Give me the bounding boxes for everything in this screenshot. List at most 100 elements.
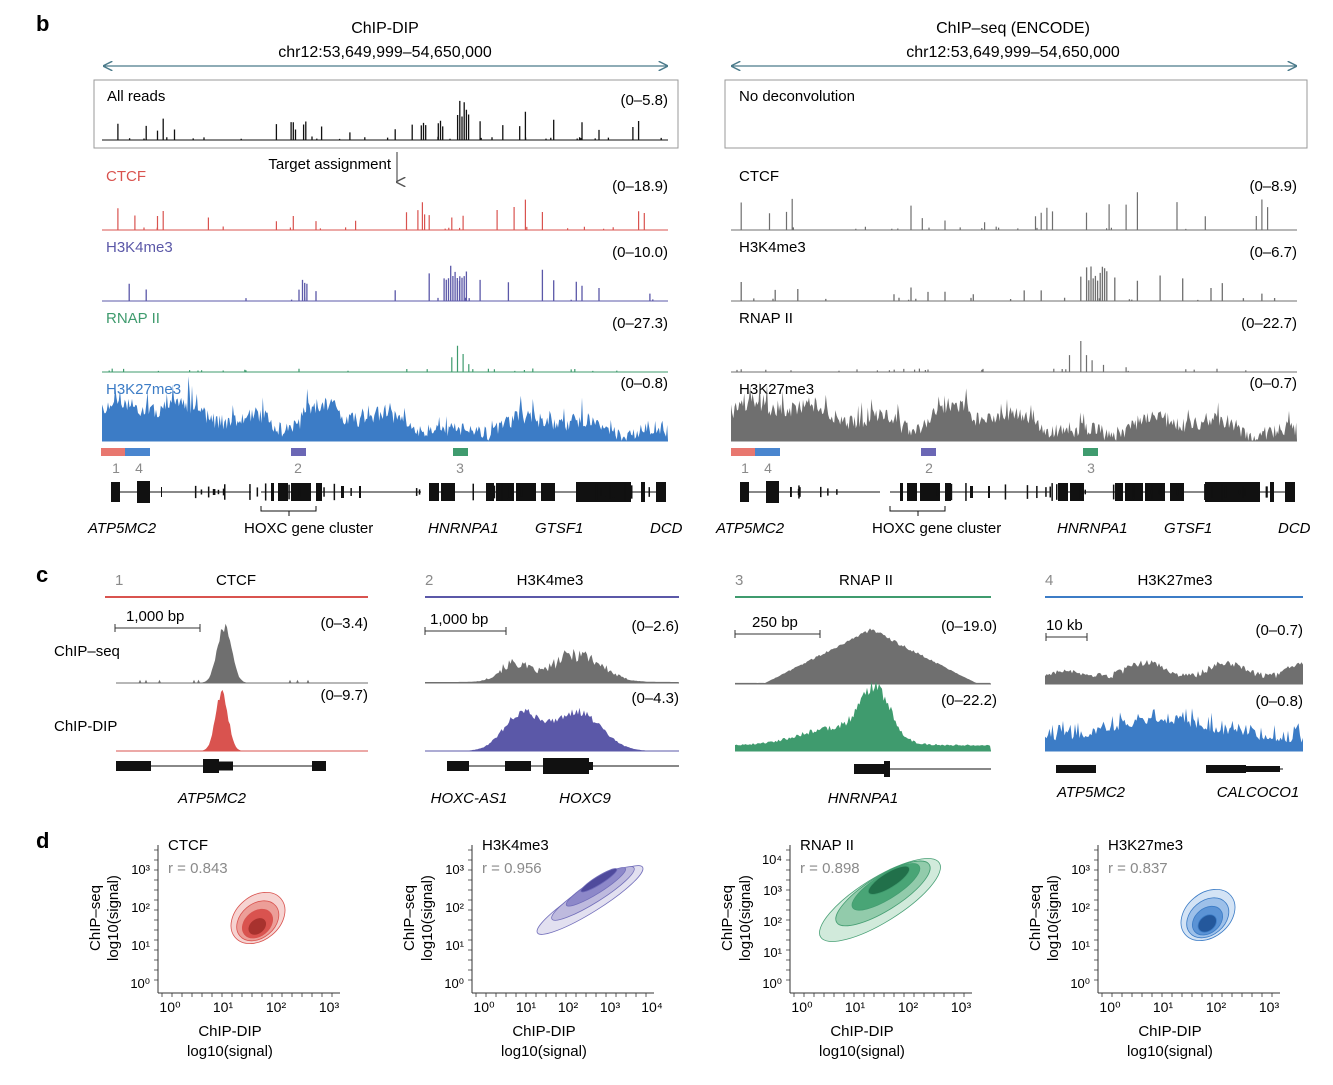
plot-2-ytick: 10²	[445, 900, 464, 915]
zoom-num-2: 2	[425, 572, 433, 589]
zoom-gene-4-atp5mc2: ATP5MC2	[1056, 784, 1126, 801]
plot-2-target: H3K4me3	[482, 837, 549, 854]
right-track-label-h3k4me3: H3K4me3	[739, 239, 806, 256]
plot-4-contour	[1197, 914, 1217, 933]
zoom-num-4: 4	[1045, 572, 1053, 589]
left-title: ChIP-DIP	[351, 20, 419, 37]
zoom-range-seq-4: (0–0.7)	[1255, 622, 1303, 639]
right-region-bar-h3k4me3	[921, 448, 936, 456]
zoom-seq-track-3	[735, 628, 991, 685]
density-plots: 10⁰ 10¹ 10² 10³ 10⁰ 10¹ 10² 10³ CTCF r = 0.843 ChI…	[87, 837, 1280, 1060]
right-region-bar-rnap	[1083, 448, 1098, 456]
plot-1-xlabel-2: log10(signal)	[187, 1043, 273, 1060]
plot-3-xlabel-2: log10(signal)	[819, 1043, 905, 1060]
right-gene-hoxc: HOXC gene cluster	[872, 520, 1001, 537]
plot-2-xlabel: ChIP-DIP	[512, 1023, 575, 1040]
plot-2-contour	[580, 868, 618, 893]
plot-2-ytick: 10¹	[445, 938, 464, 953]
plot-1-xtick: 10⁰	[159, 999, 181, 1015]
zoom-gene-4-calcoco1: CALCOCO1	[1217, 784, 1300, 801]
gene-models	[111, 481, 1295, 516]
all-reads-label: All reads	[107, 88, 165, 105]
panel-c-letter: c	[36, 562, 48, 587]
plot-3-ytick: 10³	[763, 883, 782, 898]
right-gene-model	[740, 481, 1295, 516]
zoom-num-1: 1	[115, 572, 123, 589]
plot-1-ytick: 10²	[131, 900, 150, 915]
left-h3k4me3-track	[102, 265, 668, 302]
zoom-scale-3: 250 bp	[752, 614, 798, 631]
right-gene-atp5mc2: ATP5MC2	[715, 520, 785, 537]
all-reads-box	[93, 79, 679, 149]
zoom-target-4: H3K27me3	[1137, 572, 1212, 589]
right-gene-hnrnpa1: HNRNPA1	[1057, 520, 1128, 537]
left-locus: chr12:53,649,999–54,650,000	[278, 44, 492, 61]
left-region-num-2: 2	[294, 460, 302, 476]
zoom-panels	[105, 596, 1303, 777]
left-region-bar-ctcf	[101, 448, 125, 456]
right-track-range-rnap: (0–22.7)	[1241, 315, 1297, 332]
zoom-gene-model-4	[1056, 765, 1283, 773]
plot-3-xlabel: ChIP-DIP	[830, 1023, 893, 1040]
plot-3-ylabel-2: log10(signal)	[737, 875, 754, 961]
plot-4-ytick: 10³	[1071, 862, 1090, 877]
zoom-scale-4: 10 kb	[1046, 617, 1083, 634]
plot-1-xtick: 10²	[266, 999, 287, 1015]
plot-4-xtick: 10⁰	[1099, 999, 1121, 1015]
left-region-bar-rnap	[453, 448, 468, 456]
zoom-range-dip-1: (0–9.7)	[320, 687, 368, 704]
right-gene-dcd: DCD	[1278, 520, 1311, 537]
panel-b-letter: b	[36, 11, 49, 36]
left-region-bar-h3k27me3	[125, 448, 150, 456]
plot-4-ytick: 10⁰	[1070, 976, 1090, 991]
no-deconvolution-box	[724, 79, 1308, 149]
left-region-num-1: 1	[112, 460, 120, 476]
left-track-label-ctcf: CTCF	[106, 168, 146, 185]
plot-1-ytick: 10¹	[131, 938, 150, 953]
plot-4-xlabel-2: log10(signal)	[1127, 1043, 1213, 1060]
right-h3k4me3-track	[731, 266, 1297, 302]
left-gene-dcd: DCD	[650, 520, 683, 537]
zoom-range-seq-2: (0–2.6)	[631, 618, 679, 635]
right-region-num-1: 1	[741, 460, 749, 476]
zoom-dip-track-4	[1045, 708, 1303, 752]
plot-4-xtick: 10²	[1206, 999, 1227, 1015]
right-region-num-2: 2	[925, 460, 933, 476]
zoom-dip-track-3	[735, 681, 991, 752]
right-gene-gtsf1: GTSF1	[1164, 520, 1212, 537]
plot-3-xtick: 10²	[898, 999, 919, 1015]
left-track-label-h3k4me3: H3K4me3	[106, 239, 173, 256]
plot-4-target: H3K27me3	[1108, 837, 1183, 854]
left-gene-gtsf1: GTSF1	[535, 520, 583, 537]
plot-1-ytick: 10⁰	[130, 976, 150, 991]
zoom-dip-track-2	[425, 707, 679, 752]
target-assignment-label: Target assignment	[268, 156, 391, 173]
plot-4-xlabel: ChIP-DIP	[1138, 1023, 1201, 1040]
density-plot-4: 10⁰ 10¹ 10² 10³ 10⁰ 10¹ 10² 10³ H3K27me3 r = 0.83…	[1027, 837, 1280, 1060]
plot-2-xlabel-2: log10(signal)	[501, 1043, 587, 1060]
plot-3-xtick: 10⁰	[791, 999, 813, 1015]
plot-2-xtick: 10²	[558, 999, 579, 1015]
zoom-seq-track-1	[116, 623, 368, 684]
zoom-seq-track-2	[425, 648, 679, 684]
right-region-bars: 1 4 2 3	[731, 448, 1098, 476]
right-track-range-h3k27me3: (0–0.7)	[1249, 375, 1297, 392]
plot-4-xtick: 10¹	[1153, 999, 1174, 1015]
plot-2-ylabel-2: log10(signal)	[419, 875, 436, 961]
plot-1-ytick: 10³	[131, 862, 150, 877]
left-region-num-4: 4	[135, 460, 143, 476]
plot-3-ytick: 10¹	[763, 945, 782, 960]
zoom-gene-model-1	[116, 759, 326, 773]
zoom-target-2: H3K4me3	[517, 572, 584, 589]
right-title: ChIP–seq (ENCODE)	[936, 20, 1090, 37]
plot-2-xtick: 10⁰	[473, 999, 495, 1015]
zoom-range-dip-3: (0–22.2)	[941, 692, 997, 709]
right-track-label-rnap: RNAP II	[739, 310, 793, 327]
plot-3-ytick: 10²	[763, 914, 782, 929]
zoom-dip-track-1	[116, 689, 368, 752]
plot-2-xtick: 10¹	[516, 999, 537, 1015]
plot-2-ylabel: ChIP–seq	[401, 885, 418, 951]
zoom-scale-bar-2	[424, 627, 507, 635]
plot-1-xlabel: ChIP-DIP	[198, 1023, 261, 1040]
